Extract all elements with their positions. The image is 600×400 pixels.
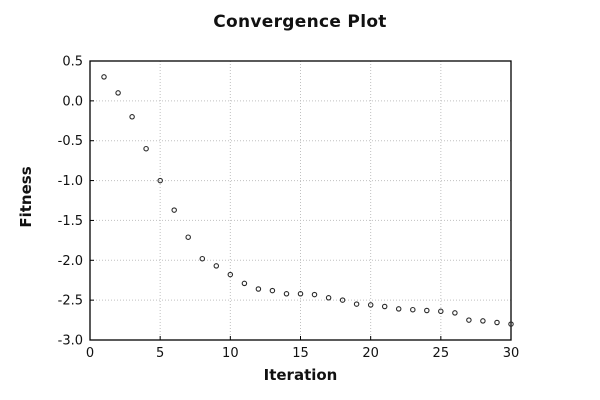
data-point [143, 145, 149, 152]
data-point [311, 291, 318, 298]
data-point [185, 234, 191, 240]
x-tick-label: 0 [86, 346, 94, 361]
y-tick-label: -0.5 [58, 134, 83, 149]
chart-title: Convergence Plot [213, 12, 387, 32]
data-point [325, 295, 332, 301]
data-point [115, 90, 121, 96]
y-tick-label: -2.5 [58, 294, 83, 309]
data-point [466, 317, 472, 323]
data-point [199, 255, 206, 262]
data-point [129, 114, 135, 120]
x-tick-label: 10 [222, 346, 239, 361]
y-tick-label: 0.5 [62, 55, 83, 70]
data-point [410, 306, 416, 313]
y-tick-label: -1.5 [58, 214, 83, 229]
data-point [381, 303, 388, 310]
y-tick-label: -3.0 [58, 334, 83, 349]
data-point [171, 207, 177, 213]
data-point [213, 263, 220, 269]
x-tick-label: 20 [362, 346, 379, 361]
data-point [101, 74, 107, 80]
x-tick-label: 15 [292, 346, 309, 361]
data-point [438, 308, 444, 315]
data-point [367, 302, 374, 308]
data-point [424, 307, 430, 314]
data-point [269, 287, 276, 294]
data-point [241, 280, 248, 287]
y-axis-label: Fitness [17, 166, 35, 228]
x-tick-label: 5 [156, 346, 164, 361]
x-tick-label: 25 [433, 346, 450, 361]
data-point [297, 291, 304, 297]
data-point [157, 177, 163, 184]
y-tick-label: -1.0 [58, 174, 83, 189]
x-axis-label: Iteration [263, 366, 338, 384]
data-point [508, 321, 514, 327]
data-point [395, 306, 402, 312]
y-tick-label: 0.0 [62, 94, 83, 109]
x-tick-label: 30 [503, 346, 520, 361]
y-tick-label: -2.0 [58, 254, 83, 269]
data-point [452, 310, 458, 316]
data-point [494, 319, 500, 326]
data-point [255, 286, 262, 292]
data-point [283, 291, 290, 297]
data-point [480, 318, 486, 324]
data-point [339, 297, 346, 303]
data-point [227, 271, 234, 278]
data-point [353, 301, 360, 307]
